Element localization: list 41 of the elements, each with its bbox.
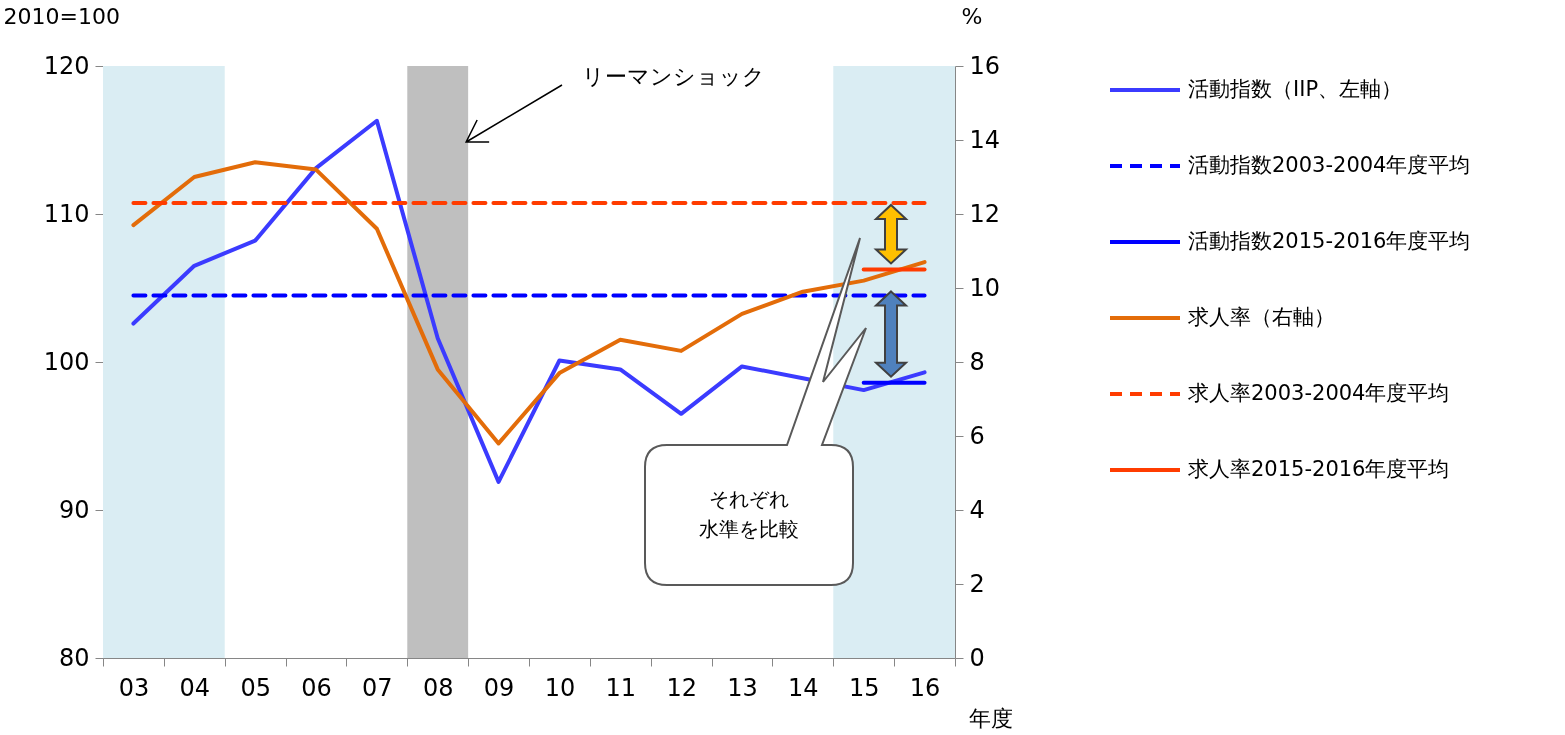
x-tick-label: 04 xyxy=(179,673,211,702)
legend-label: 求人率2015-2016年度平均 xyxy=(1188,457,1450,481)
legend-label: 活動指数2015-2016年度平均 xyxy=(1188,229,1471,253)
y2-tick-label: 10 xyxy=(969,273,1001,302)
x-tick-label: 16 xyxy=(909,673,941,702)
y-tick-label: 100 xyxy=(43,347,90,376)
legend-label: 活動指数2003-2004年度平均 xyxy=(1188,153,1471,177)
y-axis-title: 2010=100 xyxy=(3,3,120,29)
legend-label: 活動指数（IIP、左軸） xyxy=(1188,77,1403,101)
line-series xyxy=(131,160,927,446)
x-tick-label: 14 xyxy=(788,673,819,702)
band-label: リーマンショック xyxy=(582,64,765,89)
x-tick-label: 05 xyxy=(240,673,271,702)
y-tick-label: 110 xyxy=(43,199,90,228)
y2-axis-title: % xyxy=(961,3,983,29)
line-series xyxy=(131,118,927,484)
legend-label: 求人率2003-2004年度平均 xyxy=(1188,381,1450,405)
legend-label: 求人率（右軸） xyxy=(1188,305,1335,329)
x-tick-label: 03 xyxy=(118,673,150,702)
x-tick-label: 06 xyxy=(301,673,332,702)
x-tick-label: 13 xyxy=(727,673,758,702)
y2-tick-label: 2 xyxy=(969,569,985,598)
y2-tick-label: 16 xyxy=(969,51,1001,80)
x-axis-title: 年度 xyxy=(968,705,1013,731)
x-tick-label: 07 xyxy=(362,673,393,702)
x-tick-label: 12 xyxy=(666,673,697,702)
y2-tick-label: 4 xyxy=(969,495,985,524)
y2-tick-label: 8 xyxy=(969,347,985,376)
x-tick-label: 10 xyxy=(544,673,576,702)
annotation: それぞれ水準を比較 xyxy=(699,487,799,541)
y-tick-label: 90 xyxy=(58,495,90,524)
y2-tick-label: 0 xyxy=(969,643,985,672)
x-tick-label: 11 xyxy=(605,673,637,702)
y-tick-label: 120 xyxy=(43,51,90,80)
x-tick-label: 09 xyxy=(483,673,515,702)
y2-tick-label: 6 xyxy=(969,421,985,450)
x-tick-label: 08 xyxy=(422,673,454,702)
y-tick-label: 80 xyxy=(58,643,90,672)
y2-tick-label: 12 xyxy=(969,199,1001,228)
x-tick-label: 15 xyxy=(848,673,880,702)
y2-tick-label: 14 xyxy=(969,125,1001,154)
